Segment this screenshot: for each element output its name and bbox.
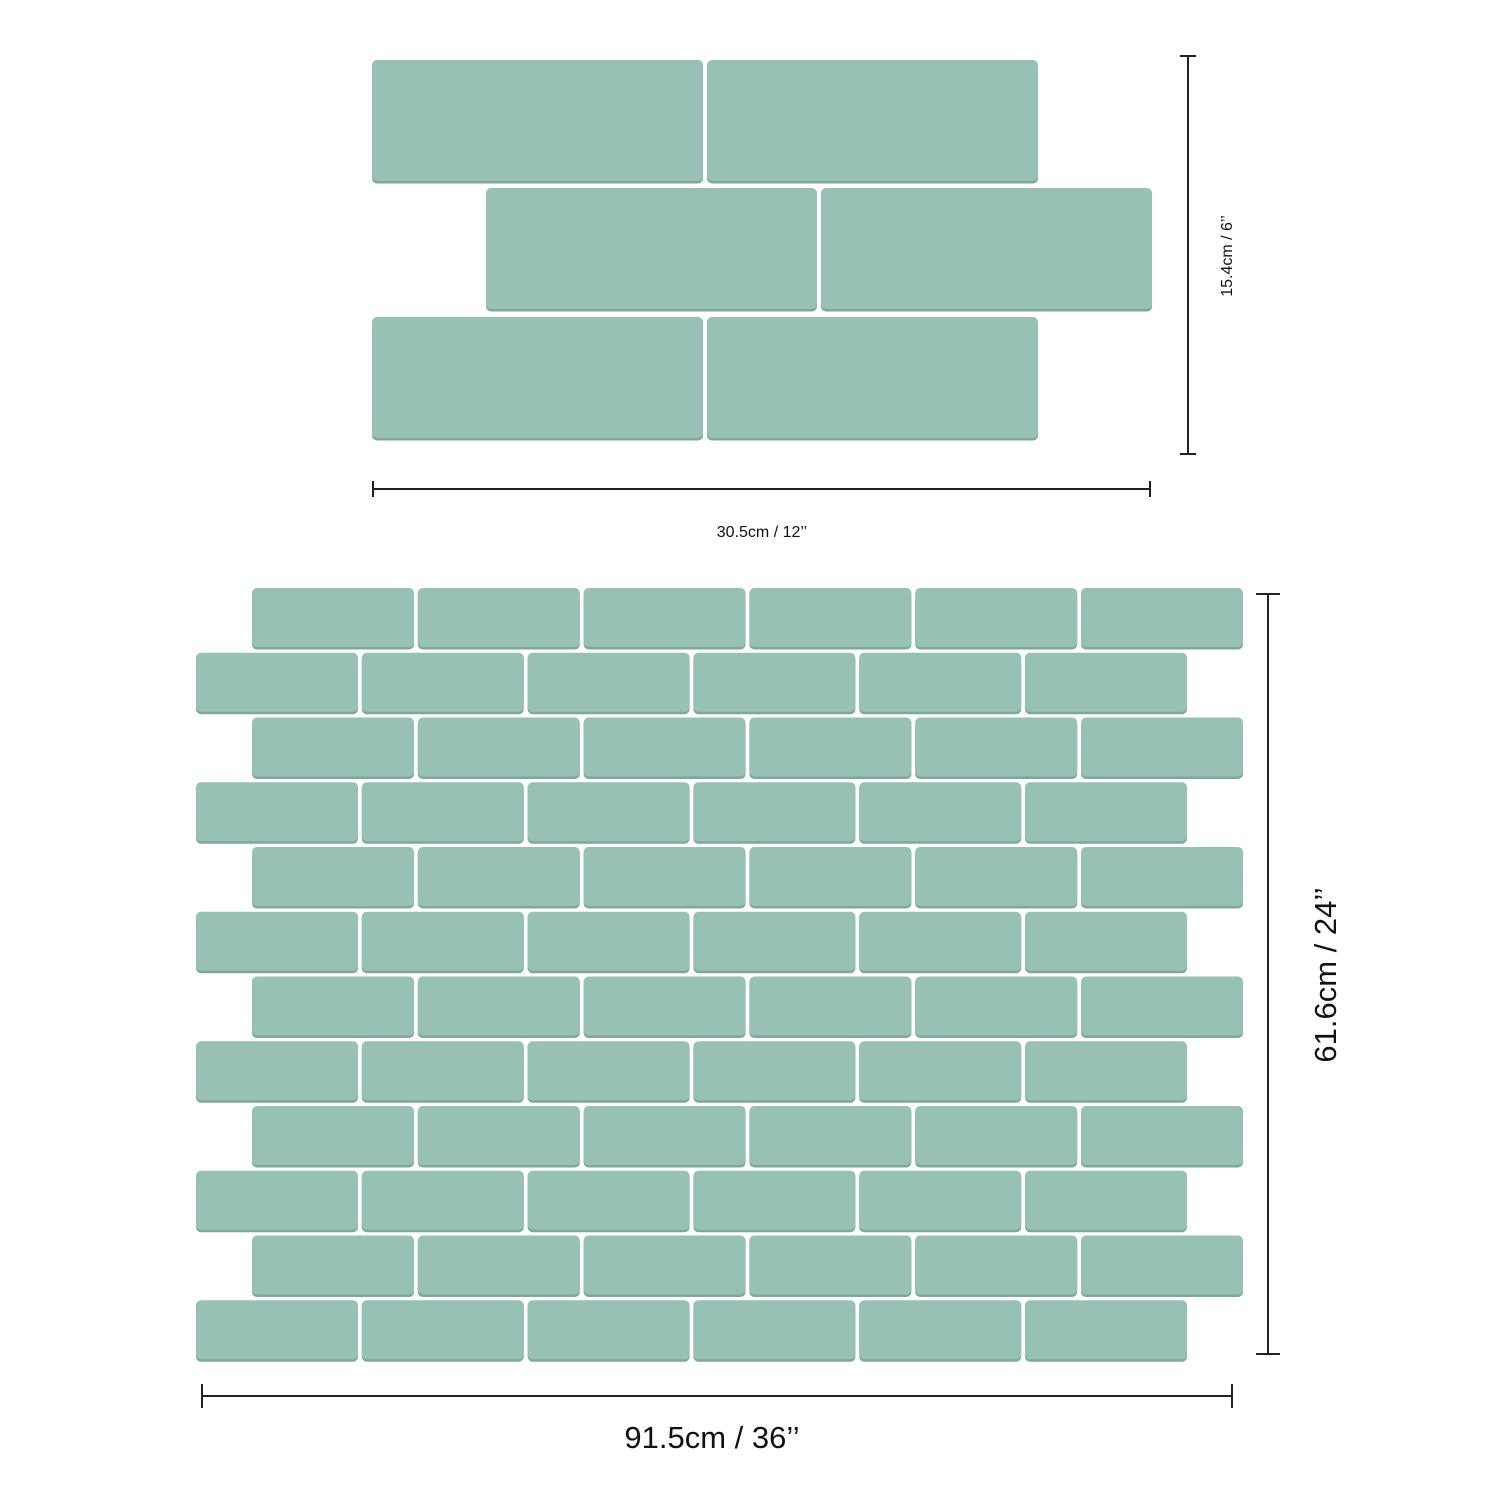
tile (693, 911, 856, 971)
tile (252, 1106, 414, 1165)
tile (196, 911, 358, 971)
tile (693, 652, 856, 712)
tile (527, 1300, 690, 1360)
tile (361, 1300, 524, 1360)
tile (693, 1170, 856, 1230)
tile (749, 1106, 912, 1165)
tile (707, 317, 1038, 438)
tile (859, 911, 1022, 971)
tile (252, 847, 414, 906)
tile (1081, 588, 1243, 647)
tile (252, 1235, 414, 1295)
single-tile-width-dimension (372, 481, 1151, 497)
tile (583, 847, 746, 906)
tile (583, 717, 746, 777)
tile (361, 652, 524, 712)
single-height-label: 15.4cm / 6’’ (1219, 215, 1236, 297)
tile (196, 1041, 358, 1101)
tile (252, 717, 414, 777)
tile (1081, 1106, 1243, 1165)
tile (417, 847, 580, 906)
tile (749, 588, 912, 647)
tile (915, 588, 1078, 647)
tile (361, 1041, 524, 1101)
tile (527, 782, 690, 842)
tile (1025, 911, 1187, 971)
tile (1025, 782, 1187, 842)
tile (583, 976, 746, 1036)
tile (693, 1300, 856, 1360)
tile (749, 717, 912, 777)
single-width-label: 30.5cm / 12’’ (717, 524, 807, 541)
tile (1025, 1300, 1187, 1360)
tile (252, 976, 414, 1036)
panel-height-label: 61.6cm / 24’’ (1308, 887, 1343, 1062)
panel-height-dimension (1256, 593, 1280, 1355)
tile (859, 1041, 1022, 1101)
tile (361, 1170, 524, 1230)
tile (527, 1170, 690, 1230)
tile (915, 1235, 1078, 1295)
tile (749, 1235, 912, 1295)
tile (583, 1106, 746, 1165)
tile (196, 1300, 358, 1360)
tile (1081, 1235, 1243, 1295)
tile (417, 588, 580, 647)
tile (196, 1170, 358, 1230)
tile (417, 1106, 580, 1165)
tile (417, 717, 580, 777)
tile (196, 782, 358, 842)
tile (749, 847, 912, 906)
tile (527, 911, 690, 971)
tile (361, 911, 524, 971)
panel-width-label: 91.5cm / 36’’ (624, 1420, 799, 1455)
tile (1081, 976, 1243, 1036)
tile (693, 782, 856, 842)
tile (583, 1235, 746, 1295)
tile (707, 60, 1038, 181)
tiles (196, 60, 1243, 1362)
tile (915, 976, 1078, 1036)
tile (749, 976, 912, 1036)
tile (859, 1300, 1022, 1360)
tile (1025, 1170, 1187, 1230)
tile (1025, 652, 1187, 712)
tile (821, 188, 1152, 309)
tile (693, 1041, 856, 1101)
tile (583, 588, 746, 647)
tile (417, 1235, 580, 1295)
tile (361, 782, 524, 842)
panel-width-dimension (201, 1384, 1233, 1408)
tile (1081, 847, 1243, 906)
tile (859, 1170, 1022, 1230)
tile (417, 976, 580, 1036)
tile (486, 188, 817, 309)
tile (915, 717, 1078, 777)
single-tile-height-dimension (1180, 55, 1196, 455)
tile (915, 847, 1078, 906)
tile (859, 782, 1022, 842)
tile (1025, 1041, 1187, 1101)
tile (915, 1106, 1078, 1165)
tile (372, 60, 703, 181)
tile (527, 1041, 690, 1101)
tile (196, 652, 358, 712)
tile (372, 317, 703, 438)
tile (527, 652, 690, 712)
tile (859, 652, 1022, 712)
tile (1081, 717, 1243, 777)
tile (252, 588, 414, 647)
